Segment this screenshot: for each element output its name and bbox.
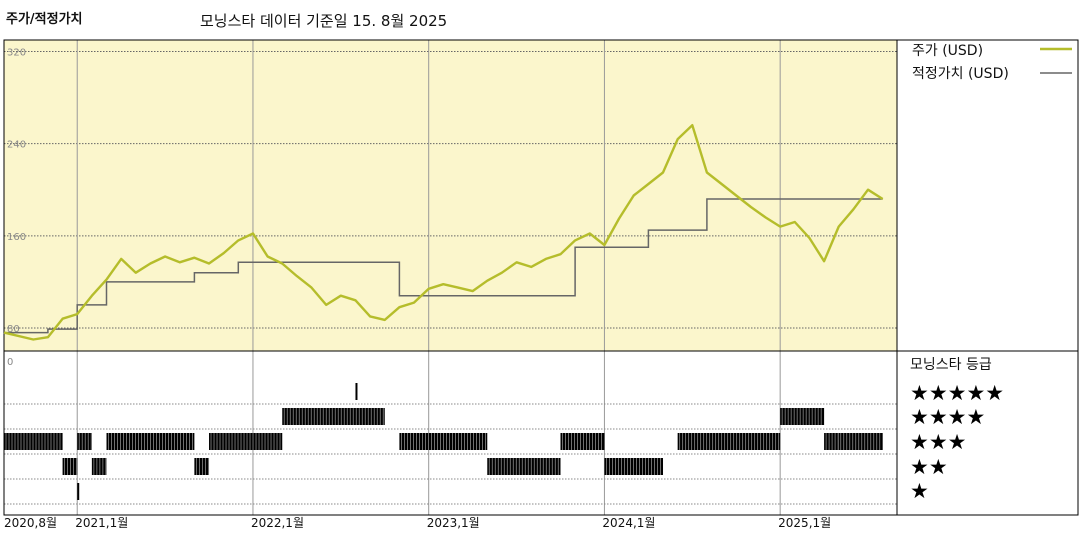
rating-segment-2 <box>77 483 80 500</box>
chart-title: 주가/적정가치 <box>6 12 83 27</box>
y-tick-label-160: 160 <box>7 232 26 243</box>
rating-segment-4 <box>91 458 107 475</box>
x-tick-label-2022-01: 2022,1월 <box>251 516 304 530</box>
rating-segment-14 <box>677 433 781 450</box>
x-tick-label-2023-01: 2023,1월 <box>427 516 480 530</box>
rating-legend-4-stars: ★★★★ <box>910 405 985 429</box>
rating-legend-2-stars: ★★ <box>910 455 948 479</box>
rating-segment-bar <box>487 458 561 475</box>
rating-segment-5 <box>106 433 195 450</box>
rating-segment-0 <box>4 433 63 450</box>
rating-segment-bar <box>560 433 605 450</box>
rating-segment-17 <box>838 433 883 450</box>
y-axis: 80 160 240 320 <box>7 48 26 335</box>
rating-segment-bar <box>282 408 385 425</box>
rating-timeline <box>4 383 883 500</box>
rating-segment-13 <box>604 458 664 475</box>
y-tick-label-320: 320 <box>7 48 26 59</box>
rating-segment-bar <box>355 383 358 400</box>
rating-segment-6 <box>194 458 210 475</box>
fair-value-series-line <box>4 198 883 334</box>
rating-segment-15 <box>780 408 825 425</box>
outer-border <box>3 39 1079 516</box>
rating-legend-3-stars: ★★★ <box>910 430 966 454</box>
rating-segment-bar <box>838 433 883 450</box>
rating-segment-11 <box>487 458 561 475</box>
rating-legend-5-stars: ★★★★★ <box>910 381 1004 405</box>
rating-segment-12 <box>560 433 605 450</box>
x-tick-label-2021-01: 2021,1월 <box>75 516 128 530</box>
legend-price-label: 주가 (USD) <box>912 43 983 59</box>
rating-segment-10 <box>399 433 488 450</box>
rating-segment-1 <box>62 458 78 475</box>
rating-segment-bar <box>780 408 825 425</box>
x-tick-label-2025-01: 2025,1월 <box>778 516 831 530</box>
y-tick-label-240: 240 <box>7 140 26 151</box>
y-tick-label-80: 80 <box>7 324 20 335</box>
rating-axis-label: 0 <box>7 357 13 368</box>
rating-segment-8 <box>282 408 385 425</box>
rating-segment-7 <box>209 433 283 450</box>
rating-segment-9 <box>355 383 358 400</box>
rating-segment-bar <box>677 433 781 450</box>
price-series-line <box>3 124 884 341</box>
rating-legend-1-star: ★ <box>910 479 929 503</box>
price-panel-background <box>4 40 897 351</box>
rating-legend-title: 모닝스타 등급 <box>910 357 992 373</box>
x-axis: 2020,8월 2021,1월 2022,1월 2023,1월 2024,1월 2025,… <box>4 516 831 530</box>
chart-subtitle: 모닝스타 데이터 기준일 15. 8월 2025 <box>200 12 448 30</box>
rating-segment-16 <box>824 433 839 450</box>
rating-segment-3 <box>77 433 92 450</box>
rating-segment-bar <box>209 433 283 450</box>
rating-segment-bar <box>77 483 80 500</box>
x-tick-label-2020-08: 2020,8월 <box>4 516 57 530</box>
x-tick-label-2024-01: 2024,1월 <box>602 516 655 530</box>
legend-fair-value-label: 적정가치 (USD) <box>912 66 1009 82</box>
